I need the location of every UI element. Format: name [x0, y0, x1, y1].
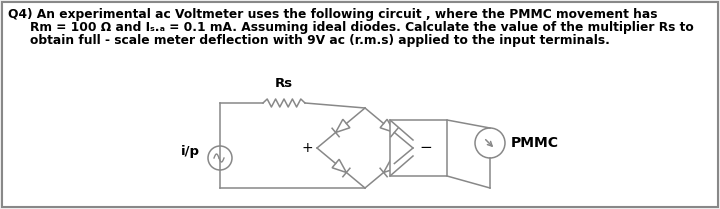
Polygon shape — [384, 159, 398, 172]
Text: PMMC: PMMC — [511, 136, 559, 150]
Bar — [390, 120, 447, 176]
Text: −: − — [420, 140, 433, 155]
Text: Q4) An experimental ac Voltmeter uses the following circuit , where the PMMC mov: Q4) An experimental ac Voltmeter uses th… — [8, 8, 657, 21]
Text: obtain full - scale meter deflection with 9V ac (r.m.s) applied to the input ter: obtain full - scale meter deflection wit… — [30, 34, 610, 47]
Text: +: + — [301, 141, 312, 155]
Polygon shape — [380, 119, 395, 133]
Text: i/p: i/p — [181, 145, 199, 158]
Text: Rs: Rs — [275, 77, 293, 90]
Text: Rm = 100 Ω and Iₛ.ₐ = 0.1 mA. Assuming ideal diodes. Calculate the value of the : Rm = 100 Ω and Iₛ.ₐ = 0.1 mA. Assuming i… — [30, 21, 694, 34]
Polygon shape — [336, 119, 350, 133]
Polygon shape — [332, 159, 346, 172]
